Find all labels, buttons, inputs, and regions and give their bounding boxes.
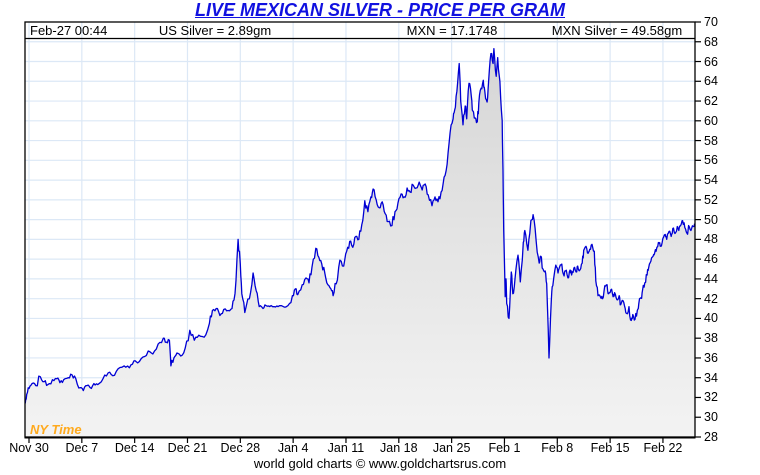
quote-timestamp: Feb-27 00:44 <box>30 23 108 38</box>
y-tick-label: 48 <box>704 232 718 247</box>
x-tick-label: Feb 22 <box>643 441 683 455</box>
x-tick-label: Jan 25 <box>432 441 471 455</box>
y-tick-label: 28 <box>704 430 718 444</box>
y-tick-label: 30 <box>704 410 718 425</box>
chart-title: LIVE MEXICAN SILVER - PRICE PER GRAM <box>194 0 566 20</box>
x-tick-label: Feb 15 <box>590 441 630 455</box>
y-tick-label: 58 <box>704 133 718 148</box>
price-line <box>24 48 696 404</box>
y-tick-label: 40 <box>704 311 718 326</box>
x-tick-label: Dec 14 <box>114 441 155 455</box>
x-tick-label: Dec 28 <box>220 441 261 455</box>
y-tick-label: 68 <box>704 34 718 49</box>
y-tick-label: 62 <box>704 94 718 109</box>
footer-credit: world gold charts © www.goldchartsrus.co… <box>253 456 507 471</box>
x-tick-label: Feb 8 <box>541 441 574 455</box>
y-tick-label: 70 <box>704 15 718 29</box>
x-tick-label: Jan 18 <box>380 441 418 455</box>
x-tick-label: Feb 1 <box>488 441 521 455</box>
price-area-fill <box>25 48 695 437</box>
y-tick-label: 56 <box>704 153 718 168</box>
us-silver-quote: US Silver = 2.89gm <box>158 23 272 38</box>
y-tick-label: 52 <box>704 192 718 207</box>
x-tick-label: Dec 7 <box>65 441 99 455</box>
y-tick-label: 60 <box>704 113 718 128</box>
y-tick-label: 46 <box>704 252 718 267</box>
x-tick-label: Dec 21 <box>167 441 208 455</box>
x-tick-label: Jan 4 <box>277 441 309 455</box>
mxn-silver-quote: MXN Silver = 49.58gm <box>551 23 683 38</box>
mxn-rate-quote: MXN = 17.1748 <box>406 23 498 38</box>
y-tick-label: 38 <box>704 331 718 346</box>
y-tick-label: 50 <box>704 212 718 227</box>
y-tick-label: 44 <box>704 271 718 286</box>
y-tick-label: 66 <box>704 54 718 69</box>
ny-time-watermark: NY Time <box>30 422 82 437</box>
y-tick-label: 54 <box>704 173 718 188</box>
y-tick-label: 42 <box>704 291 718 306</box>
x-tick-label: Jan 11 <box>327 441 365 455</box>
x-tick-label: Nov 30 <box>9 441 49 455</box>
y-tick-label: 34 <box>704 370 718 385</box>
y-tick-label: 36 <box>704 350 718 365</box>
y-tick-label: 32 <box>704 390 718 405</box>
y-tick-label: 64 <box>704 74 718 89</box>
